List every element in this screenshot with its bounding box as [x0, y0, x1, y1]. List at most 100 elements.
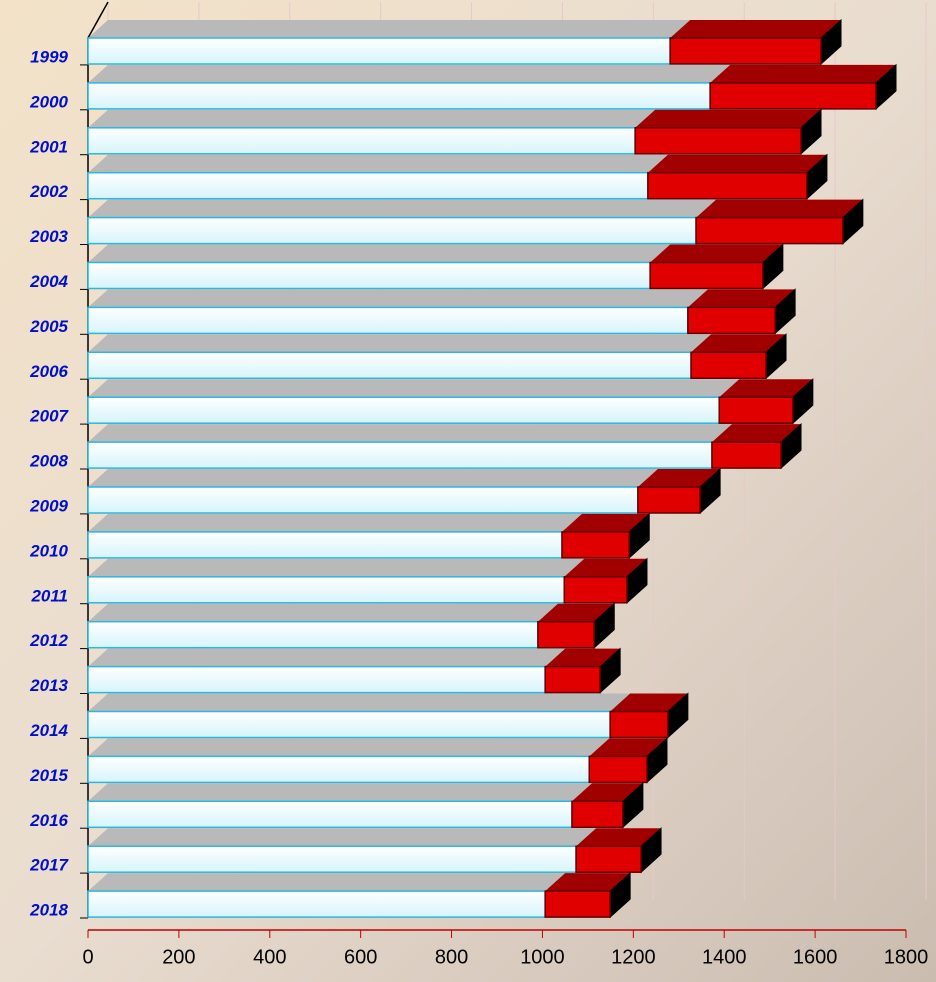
bar-front — [88, 218, 696, 244]
bar-top — [670, 20, 841, 38]
bar-front — [88, 173, 648, 199]
bar-front — [88, 352, 691, 378]
bar-top — [88, 604, 558, 622]
bar-front — [88, 667, 545, 693]
bar-front — [88, 487, 638, 513]
bar-front — [88, 756, 589, 782]
bar-front — [88, 83, 710, 109]
bar-front — [88, 577, 564, 603]
bar-top — [88, 514, 582, 532]
bar-base — [88, 873, 565, 917]
chart: 0200400600800100012001400160018001999200… — [0, 0, 936, 982]
bar-base — [88, 738, 609, 782]
x-tick-label: 800 — [435, 946, 468, 968]
bar-front — [589, 756, 647, 782]
bar-front — [564, 577, 627, 603]
bar-top — [88, 738, 609, 756]
bar-front — [688, 307, 775, 333]
bar-base — [88, 379, 739, 423]
bar-front — [88, 38, 670, 64]
x-tick-label: 200 — [162, 946, 195, 968]
bar-top — [88, 694, 630, 712]
bar-front — [545, 891, 610, 917]
bar-base — [88, 559, 584, 603]
bar-segment — [635, 110, 821, 154]
x-tick-label: 600 — [344, 946, 377, 968]
bar-front — [88, 397, 719, 423]
y-tick-label: 2014 — [29, 721, 68, 740]
bar-top — [635, 110, 821, 128]
bar-top — [88, 828, 596, 846]
bar-front — [88, 846, 576, 872]
y-tick-label: 2011 — [30, 586, 68, 605]
y-tick-label: 2003 — [29, 227, 68, 246]
bar-top — [88, 873, 565, 891]
bar-front — [712, 442, 781, 468]
y-tick-label: 2012 — [29, 631, 68, 650]
y-tick-label: 2004 — [29, 272, 68, 291]
bar-front — [576, 846, 641, 872]
y-tick-label: 2007 — [29, 407, 69, 426]
bar-segment — [648, 155, 827, 199]
bar-base — [88, 783, 592, 827]
bar-base — [88, 155, 668, 199]
bar-front — [650, 263, 763, 289]
bar-top — [88, 200, 716, 218]
y-tick-label: 2000 — [29, 92, 68, 111]
y-tick-label: 2005 — [29, 317, 68, 336]
bar-top — [88, 559, 584, 577]
bar-segment — [562, 514, 649, 558]
bar-front — [88, 891, 545, 917]
y-tick-label: 2018 — [29, 901, 68, 920]
bar-front — [648, 173, 807, 199]
bar-segment — [688, 289, 795, 333]
x-tick-label: 1800 — [884, 946, 929, 968]
bar-front — [538, 622, 594, 648]
bar-top — [650, 245, 783, 263]
bar-top — [88, 649, 565, 667]
bar-front — [88, 263, 650, 289]
bar-base — [88, 649, 565, 693]
bar-front — [562, 532, 629, 558]
bar-segment — [576, 828, 661, 872]
bar-base — [88, 424, 732, 468]
bar-top — [88, 469, 658, 487]
bar-front — [88, 532, 562, 558]
x-tick-label: 0 — [82, 946, 93, 968]
bar-top — [696, 200, 863, 218]
x-tick-label: 1400 — [702, 946, 747, 968]
bar-segment — [710, 65, 896, 109]
bar-base — [88, 828, 596, 872]
bar-top — [88, 65, 730, 83]
bar-base — [88, 20, 690, 64]
bar-base — [88, 604, 558, 648]
bar-top — [88, 155, 668, 173]
bar-base — [88, 334, 711, 378]
bar-top — [88, 289, 708, 307]
bar-front — [88, 307, 688, 333]
bar-front — [610, 712, 668, 738]
y-tick-label: 1999 — [30, 47, 68, 66]
bar-top — [88, 20, 690, 38]
x-tick-label: 1200 — [611, 946, 656, 968]
y-tick-label: 2013 — [29, 676, 68, 695]
bar-top — [88, 379, 739, 397]
bar-base — [88, 694, 630, 738]
bar-front — [696, 218, 843, 244]
x-tick-label: 400 — [253, 946, 286, 968]
bar-top — [88, 783, 592, 801]
bar-base — [88, 200, 716, 244]
page: {"chart_data": {"type": "stacked-bar-3d-… — [0, 0, 936, 982]
bar-front — [88, 128, 635, 154]
bar-segment — [691, 334, 786, 378]
bar-front — [545, 667, 600, 693]
bar-top — [710, 65, 896, 83]
bar-base — [88, 65, 730, 109]
bar-base — [88, 469, 658, 513]
bar-segment — [712, 424, 801, 468]
bar-segment — [545, 873, 630, 917]
y-tick-label: 2006 — [29, 362, 68, 381]
y-tick-label: 2008 — [29, 452, 68, 471]
bar-top — [88, 110, 655, 128]
bar-base — [88, 514, 582, 558]
